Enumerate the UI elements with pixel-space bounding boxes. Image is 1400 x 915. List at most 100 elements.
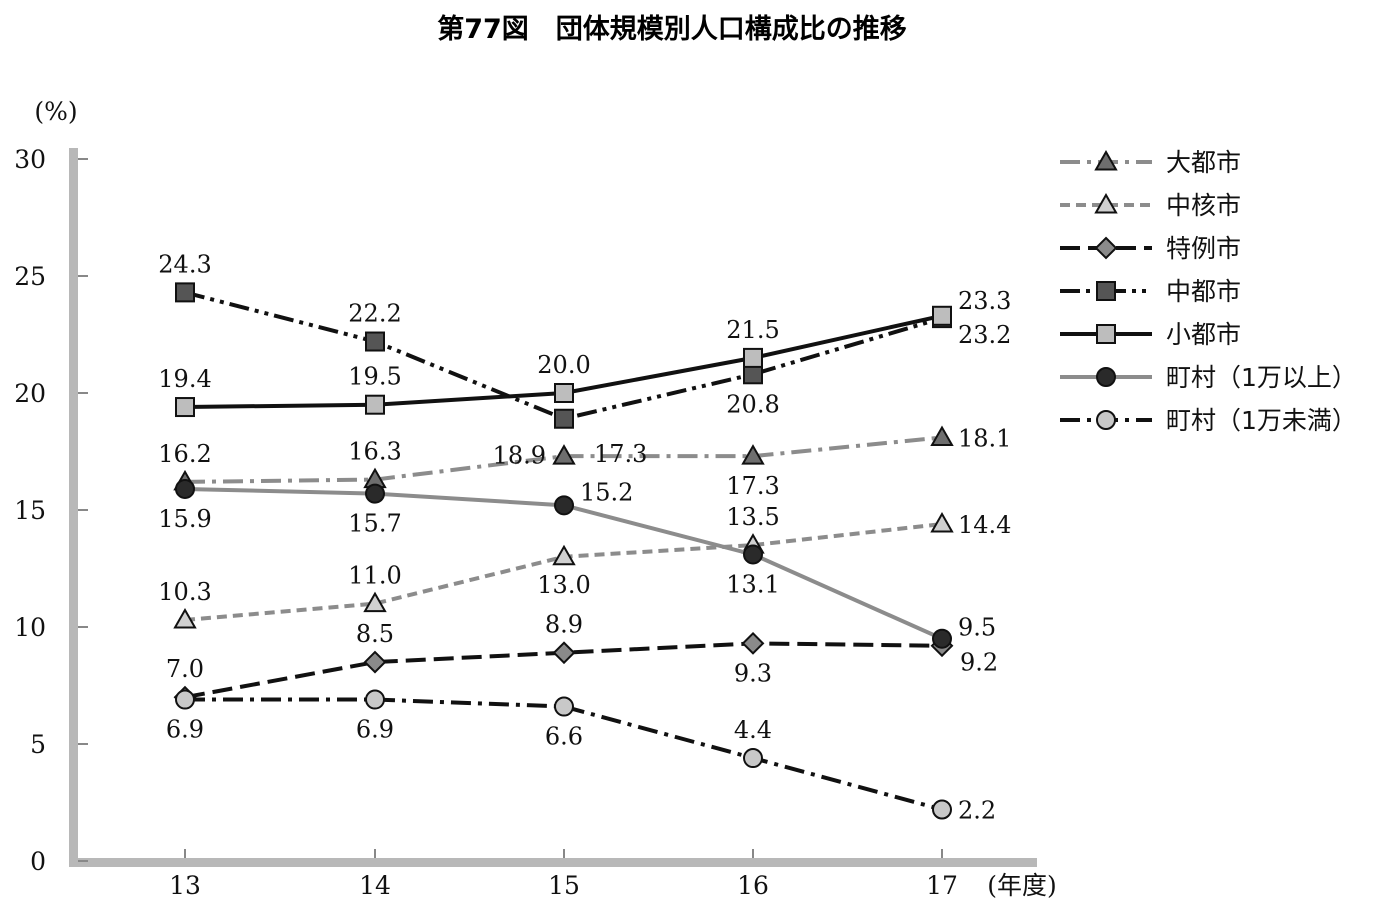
data-point-choson-over10k bbox=[743, 544, 763, 565]
legend-label: 小都市 bbox=[1166, 320, 1241, 349]
data-point-daitoshi bbox=[741, 444, 765, 465]
legend-item-chutoshi: 中都市 bbox=[1060, 277, 1241, 306]
y-tick-label: 5 bbox=[30, 730, 46, 759]
data-label-choson-under10k: 6.9 bbox=[166, 716, 204, 744]
data-point-chukakushi bbox=[930, 512, 954, 533]
data-label-chukakushi: 14.4 bbox=[958, 511, 1011, 539]
data-point-choson-under10k bbox=[175, 689, 195, 710]
data-label-shotoshi: 23.3 bbox=[958, 287, 1011, 315]
data-label-tokureishi: 8.5 bbox=[356, 620, 394, 648]
data-point-choson-under10k bbox=[554, 696, 574, 717]
data-label-tokureishi: 9.2 bbox=[960, 649, 998, 677]
data-point-chukakushi bbox=[173, 607, 197, 629]
data-point-shotoshi bbox=[743, 347, 763, 368]
data-point-choson-over10k bbox=[175, 478, 195, 499]
data-point-tokureishi bbox=[363, 650, 387, 674]
x-axis-unit-label: (年度) bbox=[987, 871, 1057, 900]
y-tick-label: 0 bbox=[30, 847, 46, 876]
data-label-chutoshi: 23.2 bbox=[958, 321, 1011, 349]
series-choson-under10k bbox=[175, 689, 952, 820]
legend-marker bbox=[1096, 367, 1116, 387]
data-label-tokureishi: 9.3 bbox=[734, 659, 772, 687]
data-label-chukakushi: 13.5 bbox=[726, 503, 779, 531]
data-label-choson-over10k: 13.1 bbox=[726, 570, 779, 598]
data-label-daitoshi: 16.2 bbox=[158, 440, 211, 468]
x-tick-label: 15 bbox=[548, 871, 580, 900]
data-point-chukakushi bbox=[363, 591, 387, 613]
legend-label: 町村（1万未満） bbox=[1166, 406, 1357, 435]
data-label-daitoshi: 18.1 bbox=[958, 424, 1011, 452]
data-label-choson-over10k: 9.5 bbox=[958, 614, 996, 642]
x-tick-label: 16 bbox=[737, 871, 769, 900]
data-point-choson-under10k bbox=[932, 799, 952, 820]
chart-title: 第77図 団体規模別人口構成比の推移 bbox=[437, 13, 907, 45]
legend-marker bbox=[1094, 149, 1118, 171]
legend-label: 特例市 bbox=[1166, 234, 1241, 263]
x-tick-label: 13 bbox=[169, 871, 201, 900]
data-point-daitoshi bbox=[930, 425, 954, 446]
data-label-tokureishi: 7.0 bbox=[166, 655, 204, 683]
y-tick-label: 25 bbox=[14, 262, 46, 291]
y-tick-label: 30 bbox=[14, 145, 46, 174]
data-label-choson-under10k: 6.6 bbox=[545, 723, 583, 751]
data-point-choson-under10k bbox=[743, 748, 763, 769]
y-tick-label: 10 bbox=[14, 613, 46, 642]
data-point-chutoshi bbox=[365, 331, 385, 352]
data-label-shotoshi: 19.5 bbox=[348, 363, 401, 391]
legend-item-chukakushi: 中核市 bbox=[1060, 191, 1241, 220]
data-label-chukakushi: 13.0 bbox=[537, 571, 590, 599]
x-tick-label: 14 bbox=[359, 871, 391, 900]
data-label-chutoshi: 18.9 bbox=[493, 442, 546, 470]
legend-label: 大都市 bbox=[1166, 148, 1241, 177]
data-label-chukakushi: 10.3 bbox=[158, 578, 211, 606]
legend-item-tokureishi: 特例市 bbox=[1060, 234, 1241, 263]
x-axis-line bbox=[69, 858, 1037, 867]
data-point-chutoshi bbox=[743, 364, 763, 385]
data-point-chukakushi bbox=[552, 544, 576, 566]
x-tick-label: 17 bbox=[926, 871, 958, 900]
data-point-choson-under10k bbox=[365, 689, 385, 710]
legend-marker bbox=[1096, 324, 1116, 344]
data-point-chutoshi bbox=[175, 282, 195, 303]
series-layer bbox=[173, 282, 954, 820]
legend-marker bbox=[1094, 192, 1118, 214]
data-point-shotoshi bbox=[365, 394, 385, 415]
data-label-chutoshi: 24.3 bbox=[158, 250, 211, 278]
data-label-shotoshi: 19.4 bbox=[158, 365, 211, 393]
legend-item-shotoshi: 小都市 bbox=[1060, 320, 1241, 349]
data-label-choson-under10k: 6.9 bbox=[356, 716, 394, 744]
data-point-shotoshi bbox=[554, 383, 574, 403]
y-tick-label: 15 bbox=[14, 496, 46, 525]
series-choson-over10k bbox=[175, 478, 952, 649]
data-label-choson-under10k: 4.4 bbox=[734, 716, 772, 744]
y-axis-line bbox=[69, 148, 78, 867]
y-axis-unit-label: (%) bbox=[34, 97, 77, 126]
data-point-shotoshi bbox=[932, 305, 952, 326]
legend-item-daitoshi: 大都市 bbox=[1060, 148, 1241, 177]
legend-label: 中都市 bbox=[1166, 277, 1241, 306]
data-label-choson-over10k: 15.9 bbox=[158, 505, 211, 533]
series-daitoshi bbox=[173, 425, 954, 491]
legend-label: 町村（1万以上） bbox=[1166, 363, 1357, 392]
legend-item-choson-over10k: 町村（1万以上） bbox=[1060, 363, 1357, 392]
data-label-chutoshi: 22.2 bbox=[348, 300, 401, 328]
data-label-shotoshi: 21.5 bbox=[726, 316, 779, 344]
data-label-daitoshi: 17.3 bbox=[594, 440, 647, 468]
series-line-chutoshi bbox=[184, 290, 943, 421]
data-point-tokureishi bbox=[741, 631, 765, 655]
legend-marker bbox=[1094, 236, 1118, 260]
data-label-daitoshi: 17.3 bbox=[726, 472, 779, 500]
data-label-choson-under10k: 2.2 bbox=[958, 797, 996, 825]
data-point-choson-over10k bbox=[932, 628, 952, 649]
data-label-daitoshi: 16.3 bbox=[348, 438, 401, 466]
data-label-tokureishi: 8.9 bbox=[545, 611, 583, 639]
data-label-chutoshi: 20.8 bbox=[726, 390, 779, 418]
data-point-choson-over10k bbox=[554, 495, 574, 516]
data-point-daitoshi bbox=[552, 444, 576, 465]
legend-label: 中核市 bbox=[1166, 191, 1241, 220]
series-shotoshi bbox=[175, 305, 952, 418]
data-label-shotoshi: 20.0 bbox=[537, 351, 590, 379]
series-line-choson-under10k bbox=[185, 697, 943, 812]
